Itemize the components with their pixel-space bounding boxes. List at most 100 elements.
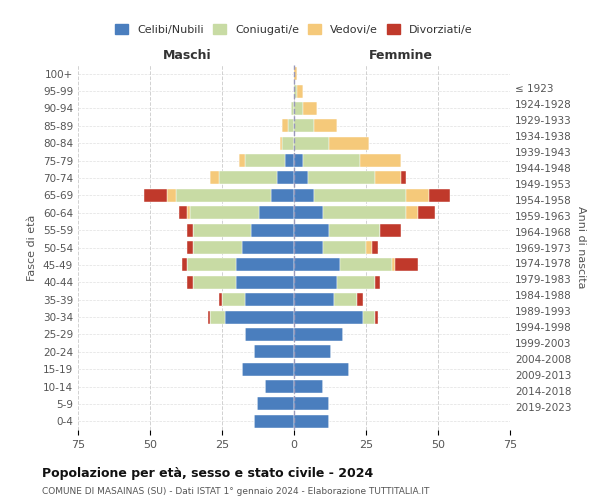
Legend: Celibi/Nubili, Coniugati/e, Vedovi/e, Divorziati/e: Celibi/Nubili, Coniugati/e, Vedovi/e, Di… [111, 20, 477, 39]
Bar [193, 224, 251, 236]
Bar [294, 224, 329, 236]
Bar [239, 154, 245, 167]
Bar [294, 136, 329, 149]
Bar [294, 415, 329, 428]
Bar [294, 346, 331, 358]
Bar [358, 293, 363, 306]
Bar [277, 172, 294, 184]
Bar [323, 206, 406, 220]
Bar [182, 258, 187, 272]
Bar [374, 310, 377, 324]
Bar [360, 154, 401, 167]
Bar [374, 172, 401, 184]
Bar [334, 293, 358, 306]
Bar [280, 136, 283, 149]
Bar [294, 258, 340, 272]
Bar [430, 189, 449, 202]
Bar [294, 120, 314, 132]
Bar [245, 154, 286, 167]
Bar [392, 258, 395, 272]
Bar [294, 102, 302, 115]
Bar [190, 206, 259, 220]
Bar [211, 310, 225, 324]
Bar [288, 120, 294, 132]
Bar [245, 328, 294, 341]
Bar [187, 258, 236, 272]
Bar [418, 206, 435, 220]
Bar [193, 241, 242, 254]
Text: Maschi: Maschi [163, 50, 212, 62]
Bar [187, 241, 193, 254]
Bar [363, 310, 374, 324]
Bar [374, 276, 380, 289]
Bar [294, 189, 314, 202]
Bar [294, 293, 334, 306]
Bar [286, 154, 294, 167]
Bar [294, 67, 297, 80]
Bar [251, 224, 294, 236]
Bar [283, 120, 288, 132]
Bar [314, 120, 337, 132]
Bar [329, 224, 380, 236]
Bar [294, 172, 308, 184]
Bar [297, 84, 302, 98]
Bar [294, 154, 302, 167]
Bar [406, 206, 418, 220]
Bar [259, 206, 294, 220]
Bar [219, 172, 277, 184]
Bar [294, 206, 323, 220]
Bar [222, 293, 245, 306]
Bar [242, 241, 294, 254]
Bar [337, 276, 374, 289]
Bar [187, 224, 193, 236]
Bar [211, 172, 219, 184]
Bar [245, 293, 294, 306]
Bar [308, 172, 374, 184]
Bar [395, 258, 418, 272]
Bar [236, 276, 294, 289]
Bar [257, 398, 294, 410]
Bar [193, 276, 236, 289]
Bar [242, 362, 294, 376]
Bar [314, 189, 406, 202]
Bar [208, 310, 211, 324]
Bar [294, 398, 329, 410]
Bar [144, 189, 167, 202]
Bar [176, 189, 271, 202]
Bar [254, 415, 294, 428]
Bar [271, 189, 294, 202]
Bar [294, 310, 363, 324]
Text: Popolazione per età, sesso e stato civile - 2024: Popolazione per età, sesso e stato civil… [42, 468, 373, 480]
Bar [366, 241, 372, 254]
Bar [380, 224, 401, 236]
Bar [219, 293, 222, 306]
Y-axis label: Anni di nascita: Anni di nascita [575, 206, 586, 289]
Bar [294, 276, 337, 289]
Text: COMUNE DI MASAINAS (SU) - Dati ISTAT 1° gennaio 2024 - Elaborazione TUTTITALIA.I: COMUNE DI MASAINAS (SU) - Dati ISTAT 1° … [42, 488, 430, 496]
Bar [294, 241, 323, 254]
Bar [254, 346, 294, 358]
Bar [167, 189, 176, 202]
Bar [283, 136, 294, 149]
Bar [187, 206, 190, 220]
Bar [294, 84, 297, 98]
Bar [323, 241, 366, 254]
Bar [291, 102, 294, 115]
Bar [265, 380, 294, 393]
Y-axis label: Fasce di età: Fasce di età [28, 214, 37, 280]
Bar [294, 362, 349, 376]
Bar [406, 189, 430, 202]
Bar [372, 241, 377, 254]
Bar [236, 258, 294, 272]
Bar [294, 328, 343, 341]
Bar [302, 154, 360, 167]
Bar [302, 102, 317, 115]
Bar [340, 258, 392, 272]
Bar [187, 276, 193, 289]
Bar [294, 380, 323, 393]
Bar [401, 172, 406, 184]
Bar [225, 310, 294, 324]
Text: Femmine: Femmine [368, 50, 433, 62]
Bar [329, 136, 369, 149]
Bar [179, 206, 187, 220]
